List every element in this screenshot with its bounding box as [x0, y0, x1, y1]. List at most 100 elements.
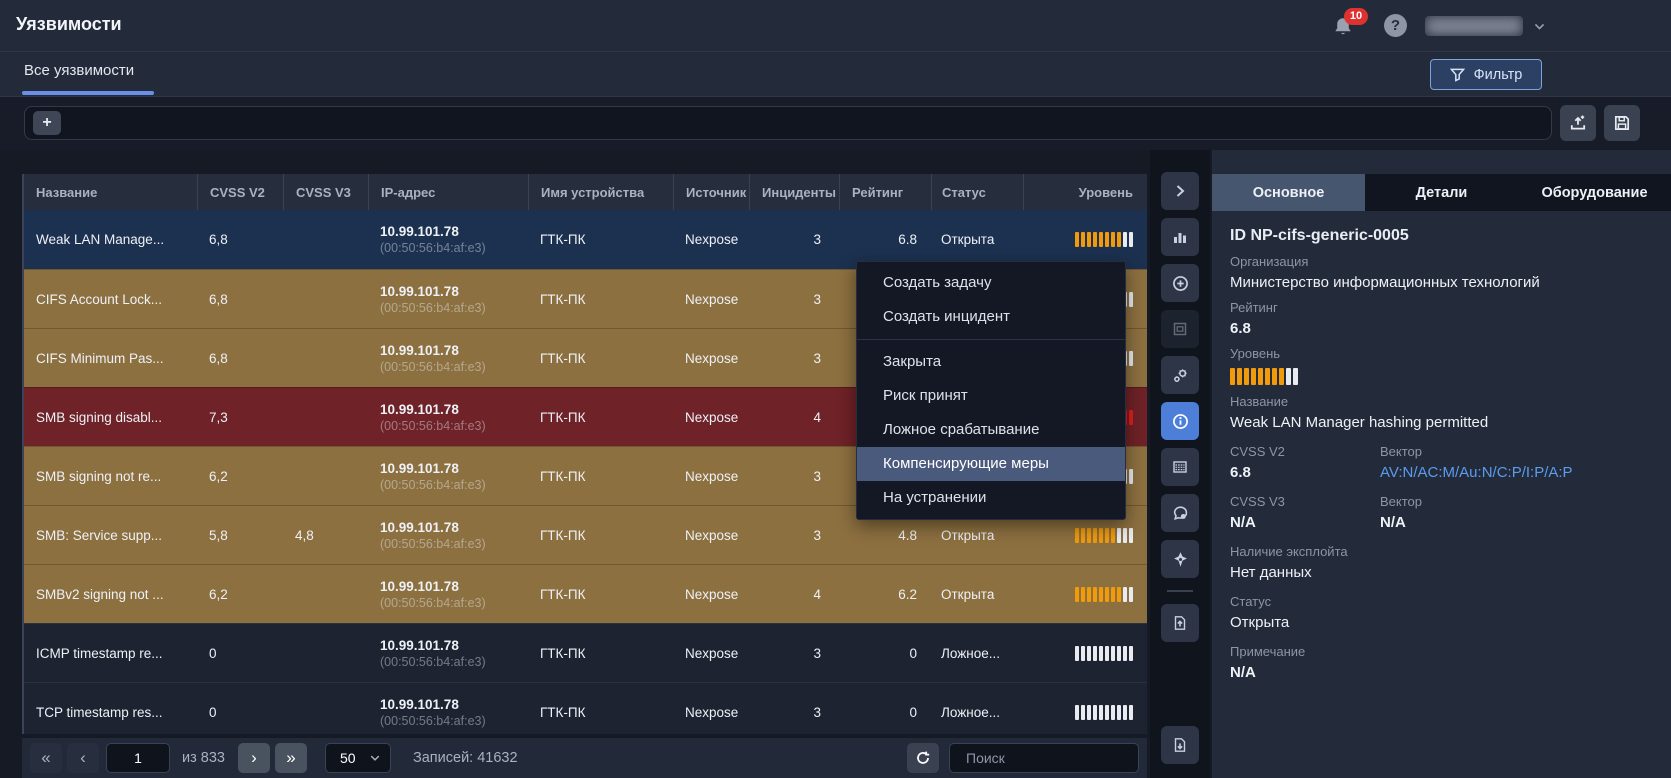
comments-button[interactable] — [1161, 494, 1199, 532]
filter-conditions-input[interactable]: + — [24, 106, 1552, 140]
add-button[interactable] — [1161, 264, 1199, 302]
cell-device: ГТК-ПК — [540, 468, 586, 484]
cell-incidents: 4 — [813, 409, 821, 425]
context-menu-item[interactable]: Создать инцидент — [883, 308, 1011, 325]
level-bar-segment — [1293, 368, 1298, 385]
level-bar-segment — [1117, 586, 1121, 602]
cvss2-vector-label: Вектор — [1380, 444, 1423, 459]
side-toolbar — [1150, 150, 1210, 778]
add-filter-button[interactable]: + — [33, 111, 61, 135]
notifications-button[interactable]: 10 — [1330, 8, 1368, 44]
export-document-button[interactable] — [1161, 604, 1199, 642]
page-number-input[interactable] — [106, 743, 170, 773]
page-title: Уязвимости — [16, 14, 122, 34]
column-header-1[interactable]: CVSS V2 — [197, 174, 283, 210]
ip-address: 10.99.101.78 — [380, 519, 459, 535]
filter-button[interactable]: Фильтр — [1430, 59, 1542, 90]
info-button[interactable] — [1161, 402, 1199, 440]
cvss3-row: CVSS V3 N/A Вектор N/A — [1230, 494, 1671, 531]
column-header-4[interactable]: Имя устройства — [528, 174, 673, 210]
cell-name: Weak LAN Manage... — [36, 232, 165, 247]
column-header-0[interactable]: Название — [36, 184, 98, 200]
log-button[interactable] — [1161, 448, 1199, 486]
statistics-button[interactable] — [1161, 218, 1199, 256]
details-tab-детали[interactable]: Детали — [1365, 174, 1518, 211]
first-page-button[interactable]: « — [30, 743, 62, 773]
table-row[interactable]: ICMP timestamp re... 0 10.99.101.78 (00:50:… — [24, 623, 1147, 682]
context-menu-item[interactable]: Создать задачу — [883, 274, 992, 291]
page-size-select[interactable]: 50 — [324, 743, 391, 773]
column-header-8[interactable]: Статус — [931, 174, 1023, 210]
user-menu[interactable] — [1425, 13, 1550, 39]
card-view-button[interactable] — [1161, 310, 1199, 348]
floppy-disk-icon — [1614, 115, 1630, 131]
rating-label: Рейтинг — [1230, 300, 1278, 315]
search-input[interactable] — [966, 750, 1147, 766]
details-tab-оборудование[interactable]: Оборудование — [1518, 174, 1671, 211]
level-bar-segment — [1129, 586, 1133, 602]
cell-rating: 4.8 — [898, 527, 917, 543]
level-bar-segment — [1123, 704, 1127, 720]
level-bar-segment — [1117, 704, 1121, 720]
mac-address: (00:50:56:b4:af:e3) — [380, 359, 486, 374]
context-menu-item[interactable]: Компенсирующие меры — [857, 447, 1125, 481]
level-bar-segment — [1075, 645, 1079, 661]
details-panel: Основное Детали Оборудование ID NP-cifs-ge… — [1212, 150, 1671, 778]
cell-device: ГТК-ПК — [540, 232, 586, 247]
chevron-right-icon — [1176, 185, 1185, 197]
settings-button[interactable] — [1161, 356, 1199, 394]
save-button[interactable] — [1604, 105, 1640, 141]
tab-all-vulnerabilities[interactable]: Все уязвимости — [24, 62, 135, 79]
filter-button-label: Фильтр — [1473, 66, 1523, 83]
ip-address: 10.99.101.78 — [380, 283, 459, 299]
refresh-button[interactable] — [907, 743, 939, 773]
level-label: Уровень — [1230, 346, 1281, 361]
ip-address: 10.99.101.78 — [380, 460, 459, 476]
context-menu-item[interactable]: Закрыта — [883, 353, 942, 370]
collapse-panel-button[interactable] — [1161, 172, 1199, 210]
import-button[interactable] — [1560, 105, 1596, 141]
table-search — [949, 743, 1147, 773]
level-bars — [1075, 586, 1133, 602]
cell-source: Nexpose — [685, 704, 739, 720]
name-value: Weak LAN Manager hashing permitted — [1230, 414, 1489, 431]
column-header-6[interactable]: Инциденты — [749, 174, 839, 210]
table-row[interactable]: TCP timestamp res... 0 10.99.101.78 (00:50:… — [24, 682, 1147, 734]
prev-page-button[interactable]: ‹ — [67, 743, 99, 773]
cvss3-vector-label: Вектор — [1380, 494, 1423, 509]
context-menu-item[interactable]: На устранении — [883, 489, 987, 506]
cell-ip: 10.99.101.78 (00:50:56:b4:af:e3) — [368, 342, 528, 375]
mac-address: (00:50:56:b4:af:e3) — [380, 536, 486, 551]
help-button[interactable]: ? — [1384, 14, 1407, 37]
table-row[interactable]: SMBv2 signing not ... 6,2 10.99.101.78 (00:… — [24, 564, 1147, 623]
level-bar-segment — [1117, 232, 1121, 247]
cell-cvss2: 6,2 — [209, 468, 228, 484]
level-bar-segment — [1075, 586, 1079, 602]
cell-level — [1023, 232, 1147, 247]
column-header-3[interactable]: IP-адрес — [368, 174, 528, 210]
level-bar-segment — [1123, 232, 1127, 247]
cell-cvss2: 5,8 — [209, 527, 228, 543]
level-bar-segment — [1099, 704, 1103, 720]
last-page-button[interactable]: » — [274, 743, 307, 773]
name-label: Название — [1230, 394, 1289, 409]
column-header-9[interactable]: Уровень — [1023, 174, 1147, 210]
level-bar-segment — [1075, 704, 1079, 720]
next-page-button[interactable]: › — [237, 743, 270, 773]
table-row[interactable]: SMB: Service supp... 5,8 4,8 10.99.101.78 (0… — [24, 505, 1147, 564]
column-header-5[interactable]: Источник — [673, 174, 749, 210]
total-pages-label: из 833 — [182, 750, 225, 766]
column-header-7[interactable]: Рейтинг — [839, 174, 931, 210]
cell-status: Открыта — [941, 527, 995, 543]
cell-cvss2: 7,3 — [209, 409, 228, 425]
status-label: Статус — [1230, 594, 1272, 609]
context-menu-item[interactable]: Ложное срабатывание — [883, 421, 1040, 438]
download-document-button[interactable] — [1161, 726, 1199, 764]
details-tab-основное[interactable]: Основное — [1212, 174, 1365, 211]
cvss2-vector-link[interactable]: AV:N/AC:M/Au:N/C:P/I:P/A:P — [1380, 464, 1573, 481]
context-menu-item[interactable]: Риск принят — [883, 387, 968, 404]
table-row[interactable]: Weak LAN Manage... 6,8 10.99.101.78 (00:50:… — [24, 210, 1147, 269]
integrations-button[interactable] — [1161, 540, 1199, 578]
cell-source: Nexpose — [685, 350, 739, 366]
column-header-2[interactable]: CVSS V3 — [283, 174, 368, 210]
